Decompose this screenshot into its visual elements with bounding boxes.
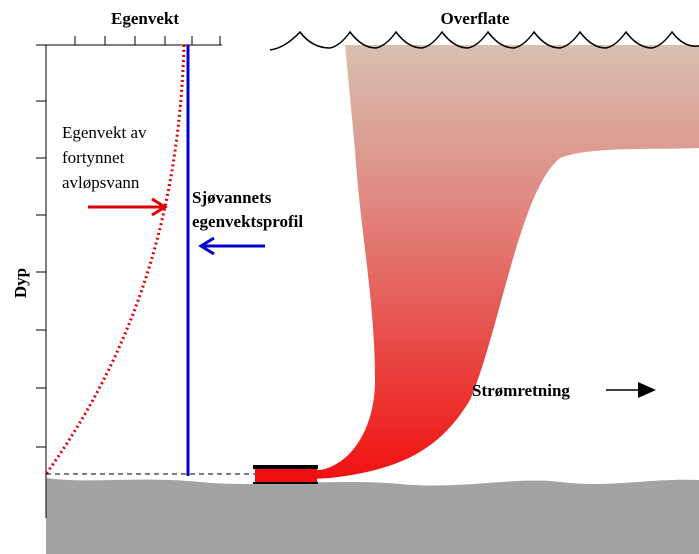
axis-label: Dyp: [11, 268, 30, 298]
diffuser: [255, 467, 317, 483]
effluent-label: Egenvekt av: [62, 123, 147, 142]
seabed: [46, 478, 699, 554]
current-arrow: [606, 382, 656, 398]
right-title: Overflate: [441, 9, 510, 28]
red-arrow: [88, 197, 168, 217]
left-title: Egenvekt: [111, 9, 179, 28]
effluent-label: avløpsvann: [62, 173, 140, 192]
current-label: Strømretning: [472, 381, 570, 400]
seawater-label: egenvektsprofil: [192, 212, 303, 231]
axis-ticks: [36, 36, 221, 448]
blue-arrow: [198, 236, 265, 256]
surface-waves: [269, 30, 699, 51]
effluent-profile: [44, 44, 186, 475]
effluent-label: fortynnet: [62, 148, 125, 167]
plume: [255, 45, 699, 482]
seawater-label: Sjøvannets: [192, 188, 272, 207]
